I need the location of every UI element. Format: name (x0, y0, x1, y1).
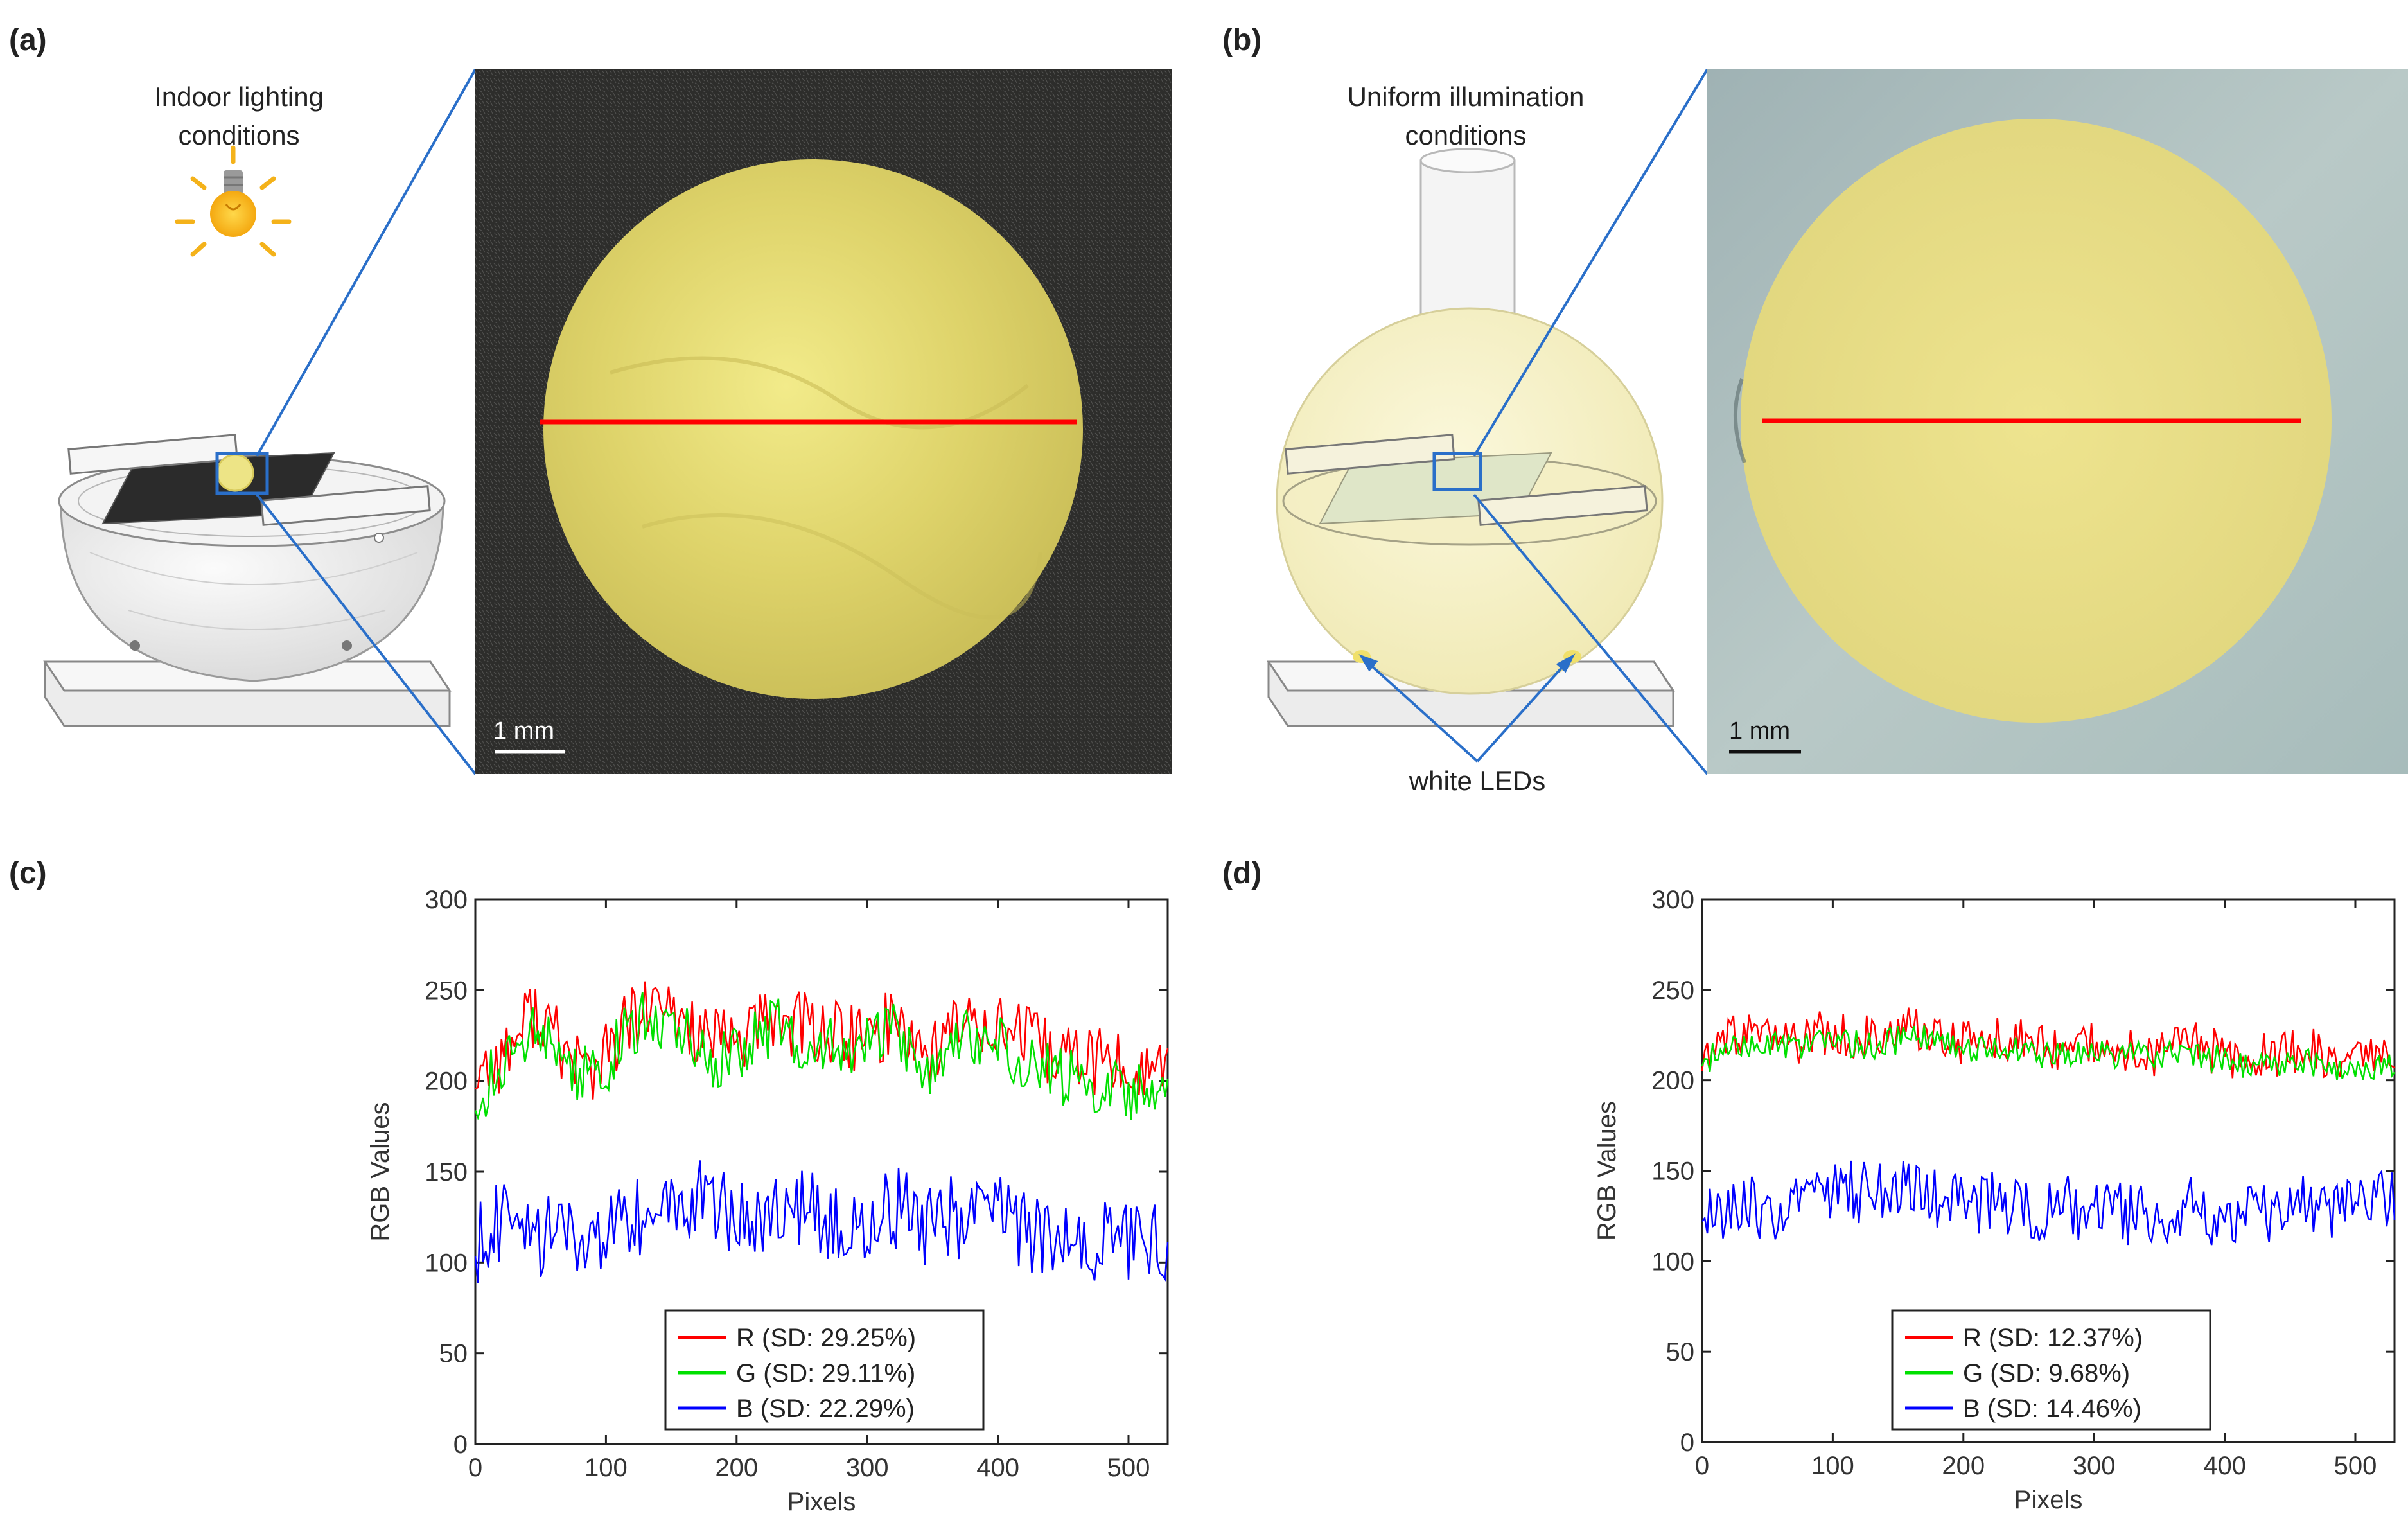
y-tick-label: 200 (1651, 1067, 1694, 1095)
y-axis-label: RGB Values (366, 1102, 394, 1241)
x-tick-label: 400 (2203, 1452, 2246, 1480)
panel-b: (b) Uniform illumination conditions wh (1222, 23, 2408, 796)
x-tick-label: 300 (2073, 1452, 2116, 1480)
led-arrows (1358, 653, 1576, 763)
x-tick-label: 500 (1107, 1454, 1150, 1482)
panel-a-caption-line1: Indoor lighting (154, 82, 324, 112)
x-tick-label: 0 (468, 1454, 482, 1482)
chart-c: 0 50 100 150 200 250 300 0 100 200 300 400 500 Pixels… (366, 886, 1169, 1516)
series-line-b (474, 1160, 1169, 1283)
panel-d-label: (d) (1222, 856, 1261, 890)
y-tick-label: 200 (425, 1068, 468, 1096)
series-line-g (474, 991, 1169, 1121)
panel-a-caption-line2: conditions (178, 120, 299, 150)
x-tick-label: 500 (2334, 1452, 2377, 1480)
y-tick-label: 100 (425, 1249, 468, 1277)
y-tick-label: 300 (425, 886, 468, 914)
y-tick-label: 0 (1680, 1429, 1694, 1457)
y-tick-label: 150 (1651, 1158, 1694, 1186)
series-line-g (1701, 1025, 2395, 1080)
device-illustration-a (43, 434, 452, 727)
white-leds-label: white LEDs (1409, 766, 1545, 796)
legend-label-b: B (SD: 22.29%) (736, 1395, 915, 1423)
y-tick-label: 250 (1651, 976, 1694, 1005)
x-tick-label: 200 (1942, 1452, 1985, 1480)
legend-label-r: R (SD: 29.25%) (736, 1324, 916, 1352)
y-tick-label: 0 (453, 1431, 468, 1459)
panel-b-caption-line2: conditions (1405, 120, 1526, 150)
chart-d: 0 50 100 150 200 250 300 0 100 200 300 400 500 Pixels… (1593, 886, 2396, 1514)
legend-label-g: G (SD: 9.68%) (1963, 1359, 2130, 1388)
legend-label-g: G (SD: 29.11%) (736, 1359, 915, 1388)
y-tick-label: 100 (1651, 1247, 1694, 1276)
panel-b-label: (b) (1222, 23, 1261, 57)
scale-bar-label-a: 1 mm (493, 718, 554, 745)
legend-label-b: B (SD: 14.46%) (1963, 1395, 2141, 1423)
y-tick-label: 150 (425, 1158, 468, 1186)
panel-c-label: (c) (9, 856, 47, 890)
y-tick-label: 250 (425, 976, 468, 1005)
x-tick-label: 100 (584, 1454, 628, 1482)
legend-label-r: R (SD: 12.37%) (1963, 1324, 2143, 1352)
callout-line-top-a (256, 69, 477, 457)
y-tick-label: 50 (439, 1340, 468, 1368)
x-axis-label: Pixels (2014, 1486, 2083, 1514)
micrograph-b: 1 mm (1707, 69, 2408, 774)
panel-a: (a) Indoor lighting conditions (9, 23, 1172, 775)
light-bulb-icon (175, 145, 292, 257)
callout-line-bottom-a (256, 493, 477, 775)
series-line-b (1701, 1160, 2396, 1246)
panel-a-label: (a) (9, 23, 47, 57)
x-tick-label: 400 (976, 1454, 1019, 1482)
device-illustration-b (1267, 148, 1675, 727)
x-tick-label: 200 (715, 1454, 758, 1482)
callout-line-top-b (1473, 68, 1709, 457)
panel-b-caption-line1: Uniform illumination (1348, 82, 1585, 112)
x-tick-label: 0 (1695, 1452, 1709, 1480)
x-axis-label: Pixels (787, 1488, 856, 1516)
y-tick-label: 300 (1651, 886, 1694, 914)
x-tick-label: 300 (846, 1454, 889, 1482)
y-axis-label: RGB Values (1593, 1101, 1621, 1240)
y-tick-label: 50 (1666, 1338, 1695, 1366)
callout-line-bottom-b (1473, 493, 1709, 775)
x-tick-label: 100 (1811, 1452, 1854, 1480)
micrograph-a: 1 mm (475, 69, 1172, 774)
series-line-r (1701, 1007, 2395, 1079)
scale-bar-label-b: 1 mm (1729, 718, 1790, 745)
